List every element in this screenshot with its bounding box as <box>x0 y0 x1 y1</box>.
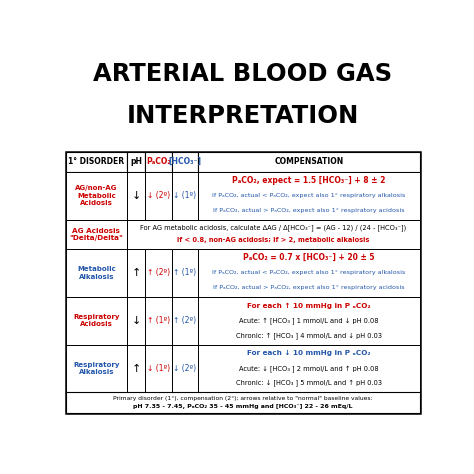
Text: PₐCO₂, expect = 1.5 [HCO₃⁻] + 8 ± 2: PₐCO₂, expect = 1.5 [HCO₃⁻] + 8 ± 2 <box>232 176 386 185</box>
Text: pH 7.35 - 7.45, PₐCO₂ 35 - 45 mmHg and [HCO₃⁻] 22 - 26 mEq/L: pH 7.35 - 7.45, PₐCO₂ 35 - 45 mmHg and [… <box>133 404 353 409</box>
Text: For each ↑ 10 mmHg in P ₐCO₂: For each ↑ 10 mmHg in P ₐCO₂ <box>247 302 371 309</box>
Bar <box>172 172 198 219</box>
Text: For each ↓ 10 mmHg in P ₐCO₂: For each ↓ 10 mmHg in P ₐCO₂ <box>247 350 371 356</box>
Text: ↓: ↓ <box>131 316 141 326</box>
Bar <box>145 152 172 172</box>
Text: INTERPRETATION: INTERPRETATION <box>127 104 359 128</box>
Text: Chronic: ↑ [HCO₃ ] 4 mmol/L and ↓ pH 0.03: Chronic: ↑ [HCO₃ ] 4 mmol/L and ↓ pH 0.0… <box>236 332 382 338</box>
Text: AG/non-AG
Metabolic
Acidosis: AG/non-AG Metabolic Acidosis <box>75 185 118 206</box>
Text: Acute: ↑ [HCO₃ ] 1 mmol/L and ↓ pH 0.08: Acute: ↑ [HCO₃ ] 1 mmol/L and ↓ pH 0.08 <box>239 317 379 324</box>
Text: If PₐCO₂, actual > PₐCO₂, expect also 1° respiratory acidosis: If PₐCO₂, actual > PₐCO₂, expect also 1°… <box>213 285 405 290</box>
Bar <box>66 172 127 219</box>
Bar <box>198 249 420 297</box>
Text: ↑ (2º): ↑ (2º) <box>147 268 170 277</box>
Bar <box>127 249 145 297</box>
Text: ↑ (1º): ↑ (1º) <box>173 268 197 277</box>
Bar <box>198 297 420 345</box>
Text: PₐCO₂ = 0.7 x [HCO₃⁻] + 20 ± 5: PₐCO₂ = 0.7 x [HCO₃⁻] + 20 ± 5 <box>243 253 375 262</box>
Bar <box>66 249 127 297</box>
Text: Chronic: ↓ [HCO₃ ] 5 mmol/L and ↑ pH 0.03: Chronic: ↓ [HCO₃ ] 5 mmol/L and ↑ pH 0.0… <box>236 379 382 386</box>
Text: ↑: ↑ <box>131 268 141 278</box>
Text: If PₐCO₂, actual < PₐCO₂, expect also 1° respiratory alkalosis: If PₐCO₂, actual < PₐCO₂, expect also 1°… <box>212 193 406 198</box>
Bar <box>127 345 145 392</box>
Text: [HCO₃⁻]: [HCO₃⁻] <box>169 157 201 166</box>
Text: ↓ (2º): ↓ (2º) <box>173 364 197 373</box>
Text: ↓ (1º): ↓ (1º) <box>147 364 170 373</box>
Text: ↓ (2º): ↓ (2º) <box>147 191 170 200</box>
Text: If PₐCO₂, actual < PₐCO₂, expect also 1° respiratory alkalosis: If PₐCO₂, actual < PₐCO₂, expect also 1°… <box>212 271 406 275</box>
Bar <box>66 297 127 345</box>
Text: COMPENSATION: COMPENSATION <box>274 157 344 166</box>
Text: ↑ (1º): ↑ (1º) <box>147 316 170 325</box>
Text: ARTERIAL BLOOD GAS: ARTERIAL BLOOD GAS <box>93 63 392 86</box>
Text: ↓ (1º): ↓ (1º) <box>173 191 197 200</box>
Bar <box>172 297 198 345</box>
Bar <box>145 172 172 219</box>
Text: ↑ (2º): ↑ (2º) <box>173 316 197 325</box>
Text: Respiratory
Alkalosis: Respiratory Alkalosis <box>73 362 119 375</box>
Text: if < 0.8, non-AG acidosis; if > 2, metabolic alkalosis: if < 0.8, non-AG acidosis; if > 2, metab… <box>177 237 370 243</box>
Bar <box>172 345 198 392</box>
Bar <box>66 152 127 172</box>
Bar <box>66 152 420 413</box>
Bar <box>198 345 420 392</box>
Text: Metabolic
Alkalosis: Metabolic Alkalosis <box>77 266 116 280</box>
Bar <box>66 219 127 249</box>
Bar <box>145 345 172 392</box>
Text: Respiratory
Acidosis: Respiratory Acidosis <box>73 314 119 328</box>
Text: 1° DISORDER: 1° DISORDER <box>68 157 124 166</box>
Bar <box>66 392 420 413</box>
Text: If PₐCO₂, actual > PₐCO₂, expect also 1° respiratory acidosis: If PₐCO₂, actual > PₐCO₂, expect also 1°… <box>213 208 405 212</box>
Text: Primary disorder (1°), compensation (2°); arrows relative to "normal" baseline v: Primary disorder (1°), compensation (2°)… <box>113 396 373 401</box>
Bar <box>198 172 420 219</box>
Bar <box>172 249 198 297</box>
Text: ↓: ↓ <box>131 191 141 201</box>
Bar <box>127 297 145 345</box>
Bar <box>66 345 127 392</box>
Bar <box>145 249 172 297</box>
Bar <box>127 172 145 219</box>
Text: PₐCO₂: PₐCO₂ <box>146 157 171 166</box>
Text: pH: pH <box>130 157 142 166</box>
Bar <box>145 297 172 345</box>
Bar <box>172 152 198 172</box>
Bar <box>127 219 420 249</box>
Bar <box>127 152 145 172</box>
Text: ↑: ↑ <box>131 364 141 374</box>
Text: For AG metabolic acidosis, calculate ΔAG / Δ[HCO₃⁻] = (AG - 12) / (24 - [HCO₃⁻]): For AG metabolic acidosis, calculate ΔAG… <box>140 225 407 231</box>
Bar <box>198 152 420 172</box>
Text: AG Acidosis
"Delta/Delta": AG Acidosis "Delta/Delta" <box>69 228 123 241</box>
Text: Acute: ↓ [HCO₃ ] 2 mmol/L and ↑ pH 0.08: Acute: ↓ [HCO₃ ] 2 mmol/L and ↑ pH 0.08 <box>239 365 379 372</box>
